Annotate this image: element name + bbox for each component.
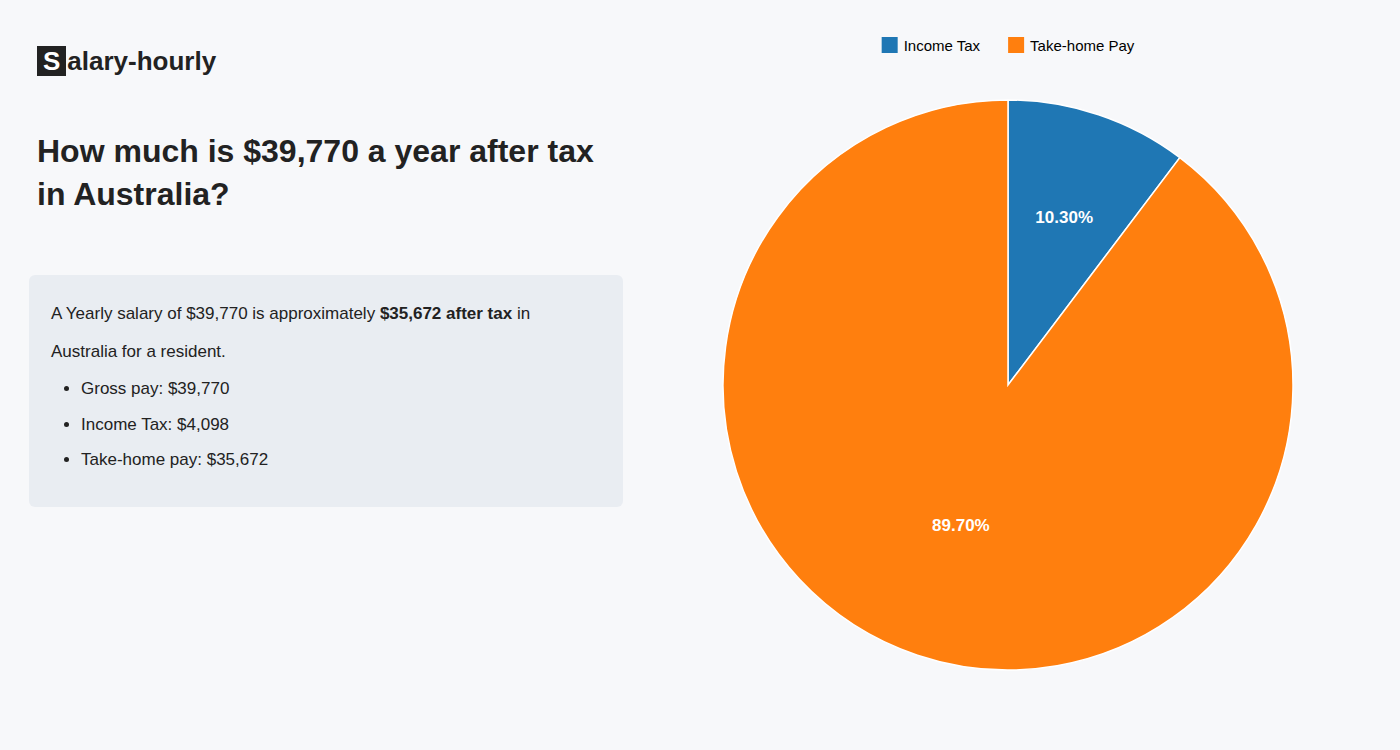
info-box: A Yearly salary of $39,770 is approximat… bbox=[29, 275, 623, 507]
logo-text: alary-hourly bbox=[67, 46, 216, 76]
plot-area bbox=[723, 100, 1293, 670]
info-highlight: $35,672 after tax bbox=[380, 304, 512, 323]
logo: Salary-hourly bbox=[37, 46, 216, 77]
logo-mark: S bbox=[37, 46, 66, 76]
info-line: A Yearly salary of $39,770 is approximat… bbox=[51, 301, 601, 327]
data-label: 89.70% bbox=[932, 516, 990, 535]
info-text: in bbox=[512, 304, 530, 323]
data-label: 10.30% bbox=[1035, 208, 1093, 227]
text-panel: Salary-hourly How much is $39,770 a year … bbox=[0, 0, 637, 750]
bullet-item: Gross pay: $39,770 bbox=[81, 376, 601, 402]
legend-label: Income Tax bbox=[904, 37, 981, 54]
data-labels: 10.30% 89.70% bbox=[932, 208, 1093, 535]
bullet-list: Gross pay: $39,770 Income Tax: $4,098 Take… bbox=[51, 376, 601, 473]
chart: 10.30% 89.70% Income Tax Take-home Pay bbox=[616, 0, 1400, 750]
legend-item: Income Tax bbox=[882, 37, 981, 54]
title: How much is $39,770 a year after tax in … bbox=[37, 130, 617, 216]
bullet-item: Take-home pay: $35,672 bbox=[81, 447, 601, 473]
legend-swatch bbox=[1008, 37, 1024, 53]
info-text: A Yearly salary of $39,770 is approximat… bbox=[51, 304, 380, 323]
legend-item: Take-home Pay bbox=[1008, 37, 1135, 54]
legend-label: Take-home Pay bbox=[1030, 37, 1135, 54]
info-line: Australia for a resident. bbox=[51, 339, 601, 365]
legend-swatch bbox=[882, 37, 898, 53]
pie-slice bbox=[723, 100, 1293, 670]
bullet-item: Income Tax: $4,098 bbox=[81, 412, 601, 438]
legend: Income Tax Take-home Pay bbox=[882, 37, 1135, 54]
